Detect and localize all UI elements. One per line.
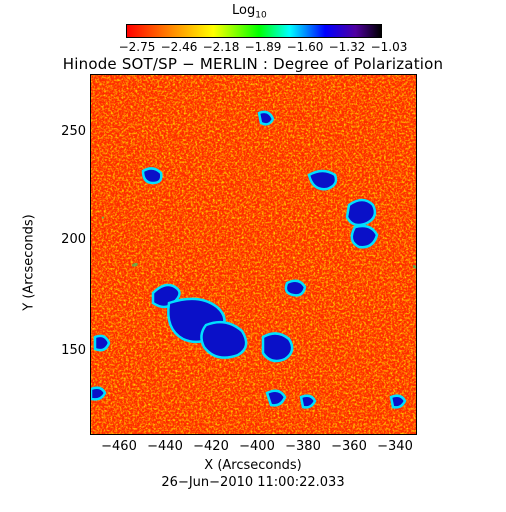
map-green-network (91, 75, 416, 434)
y-tick: 200 (61, 232, 86, 247)
colorbar-tick: −2.75 (118, 40, 156, 54)
x-tick: −420 (193, 439, 229, 454)
x-tick: −440 (147, 439, 183, 454)
colorbar (126, 24, 382, 38)
colorbar-tick: −2.46 (160, 40, 198, 54)
observation-timestamp: 26−Jun−2010 11:00:22.033 (161, 475, 345, 490)
polarization-map (90, 74, 417, 435)
x-axis-label: X (Arcseconds) (204, 458, 302, 473)
polarization-map-image (91, 75, 416, 434)
y-tick: 250 (61, 124, 86, 139)
colorbar-tick: −2.18 (202, 40, 240, 54)
colorbar-tick: −1.32 (328, 40, 366, 54)
y-axis-label: Y (Arcseconds) (21, 214, 37, 311)
plot-title: Hinode SOT/SP − MERLIN : Degree of Polar… (62, 55, 444, 73)
colorbar-tick: −1.60 (286, 40, 324, 54)
strong-polarization-patches (91, 110, 407, 409)
x-tick: −460 (101, 439, 137, 454)
colorbar-ticks: −2.75 −2.46 −2.18 −1.89 −1.60 −1.32 −1.0… (105, 40, 408, 56)
colorbar-tick: −1.89 (244, 40, 282, 54)
x-tick: −400 (239, 439, 275, 454)
x-tick: −340 (377, 439, 413, 454)
x-tick: −360 (331, 439, 367, 454)
y-tick: 150 (61, 343, 86, 358)
colorbar-tick: −1.03 (370, 40, 408, 54)
x-tick: −380 (285, 439, 321, 454)
colorbar-label: Log10 (232, 3, 267, 21)
